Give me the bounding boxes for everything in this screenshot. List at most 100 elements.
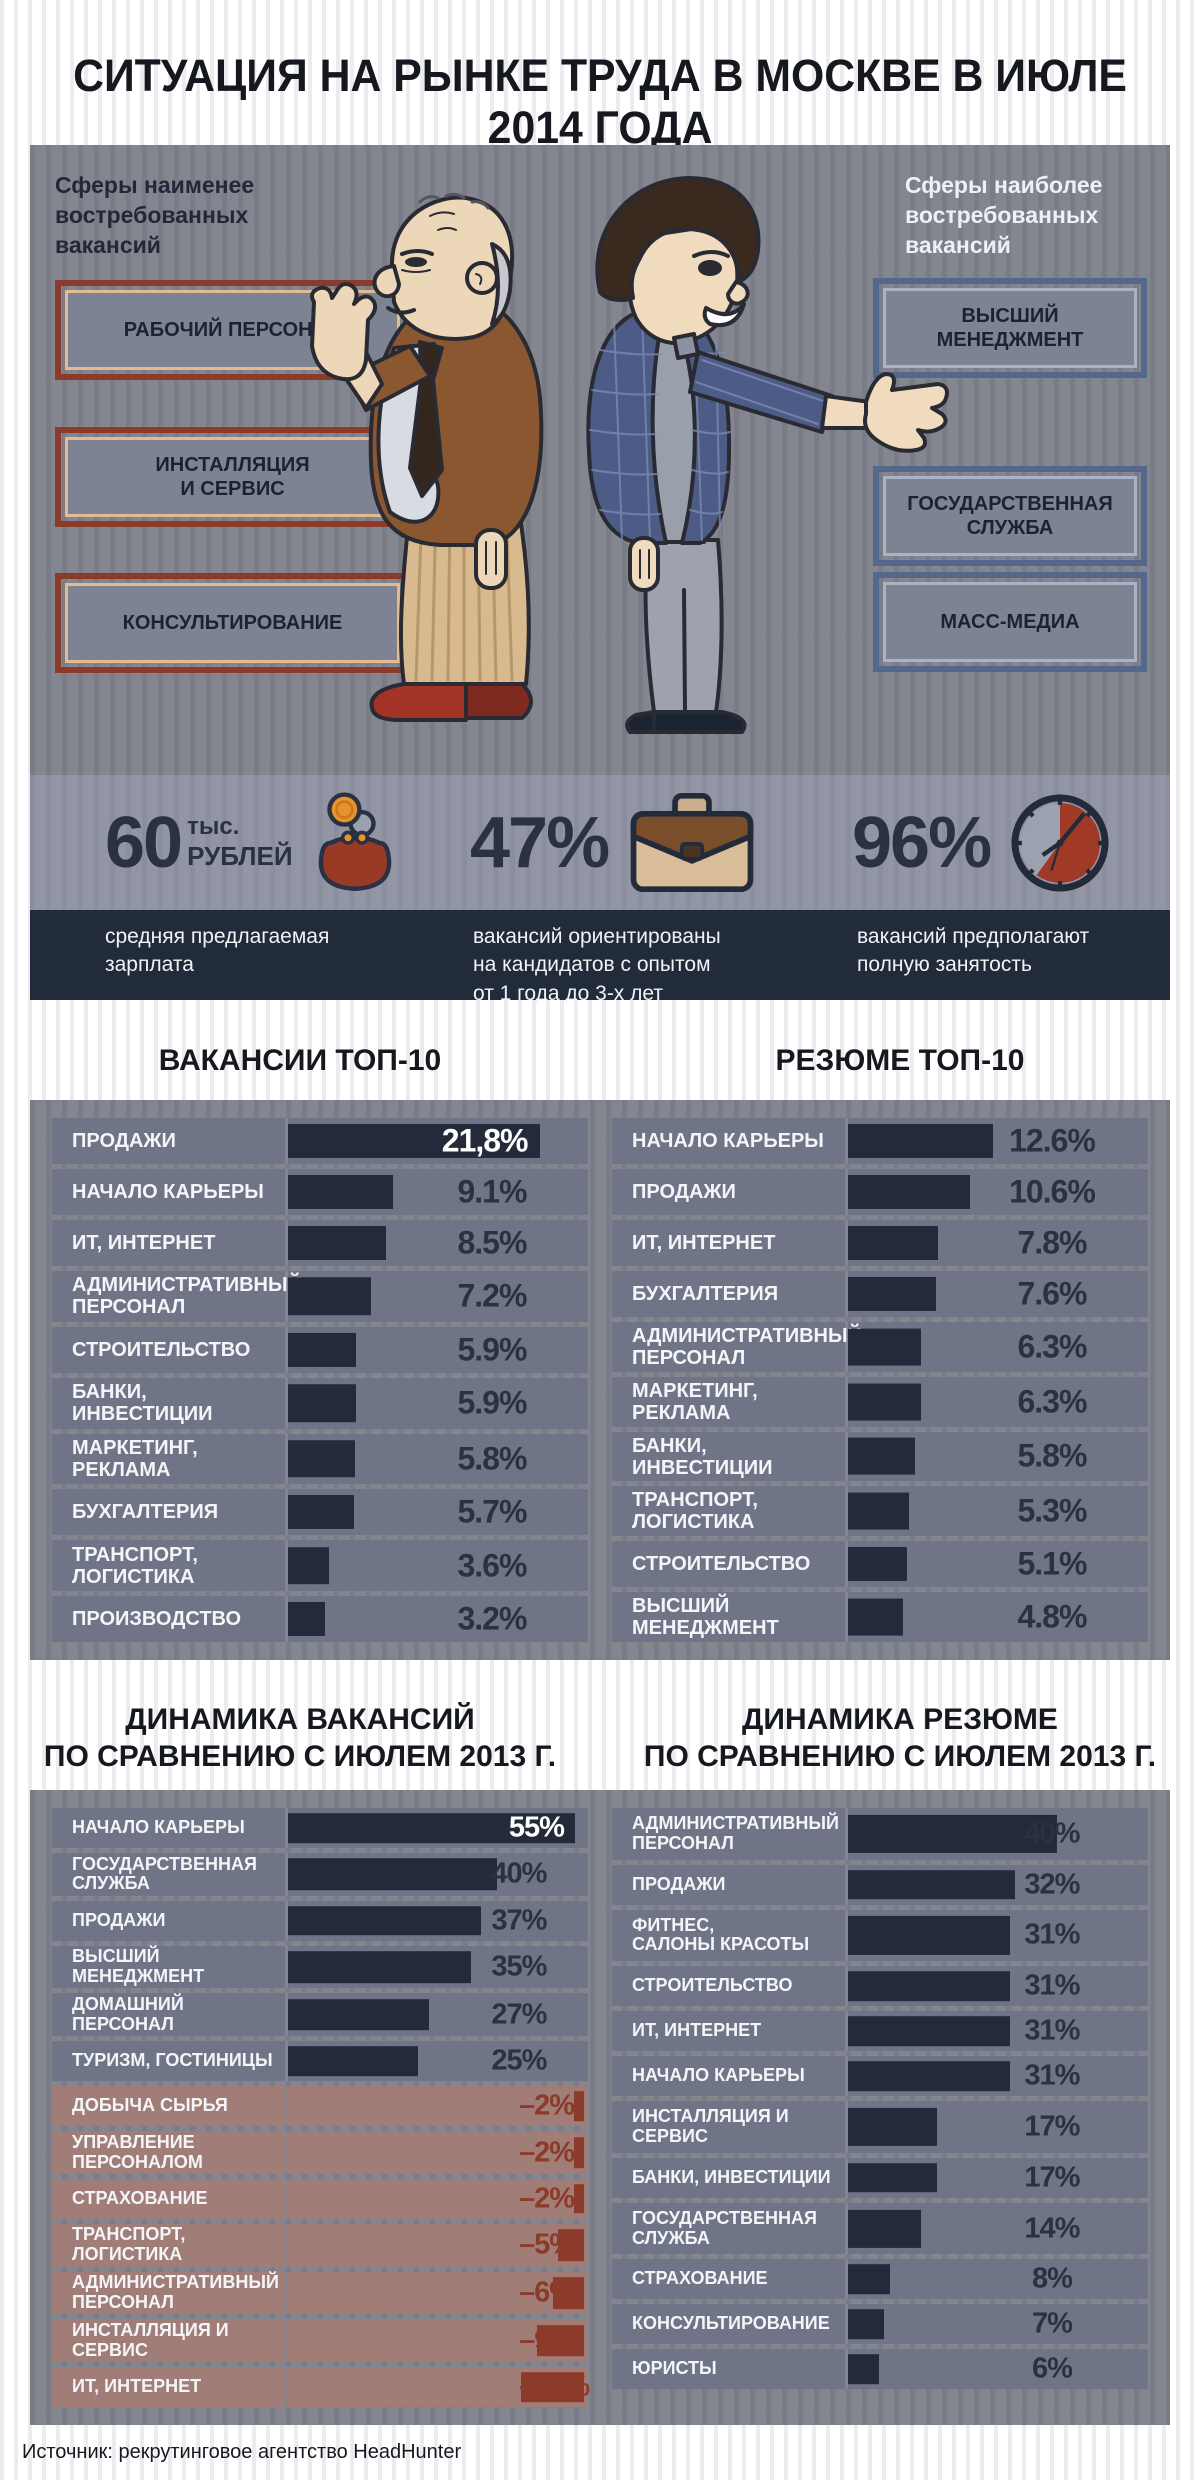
negative-bar	[573, 2136, 584, 2169]
chart-row: ФИТНЕС, САЛОНЫ КРАСОТЫ 31%	[612, 1909, 1148, 1962]
chart-row-label: ТУРИЗМ, ГОСТИНИЦЫ	[52, 2041, 288, 2082]
chart-row-value: 17%	[1024, 2110, 1080, 2143]
chart-row-track: 5.7%	[287, 1489, 588, 1535]
chart-row-label: АДМИНИСТРАТИВНЫЙ ПЕРСОНАЛ	[612, 1322, 862, 1372]
chart-row-value: 7.6%	[1017, 1275, 1087, 1312]
chart-row-label: НАЧАЛО КАРЬЕРЫ	[52, 1808, 288, 1848]
chart-row-track: 27%	[287, 1993, 588, 2036]
chart-row-label: БАНКИ, ИНВЕСТИЦИИ	[612, 2157, 848, 2198]
chart-row-value: 5.9%	[457, 1384, 527, 1421]
chart-row: ДОБЫЧА СЫРЬЯ –2%	[52, 2086, 588, 2127]
chart-row-track: 5.3%	[847, 1486, 1148, 1536]
chart-row-track: 6.3%	[847, 1322, 1148, 1372]
young-man-figure	[586, 176, 949, 734]
bar	[847, 1276, 936, 1312]
chart-row: ПРОДАЖИ 10.6%	[612, 1169, 1148, 1215]
vacancies-dynamics-chart: НАЧАЛО КАРЬЕРЫ 55% ГОСУДАРСТВЕННАЯ СЛУЖБА 4…	[52, 1808, 590, 2408]
chart-row-track: –12%	[288, 2367, 590, 2407]
bar	[847, 1438, 915, 1475]
bar	[847, 2016, 1010, 2046]
bar	[287, 1905, 481, 1936]
bar	[847, 2061, 1010, 2091]
chart-row-value: 5.7%	[457, 1493, 527, 1530]
chart-row: БАНКИ, ИНВЕСТИЦИИ 5.8%	[612, 1431, 1148, 1482]
chart-row-track: –5%	[288, 2224, 588, 2267]
bar	[847, 2162, 937, 2193]
chart-row-track: 25%	[287, 2041, 588, 2081]
chart-row-value: –2%	[518, 2136, 575, 2169]
bar	[847, 1814, 1057, 1853]
chart-row-track: 7%	[847, 2304, 1148, 2344]
chart-row-label: ТРАНСПОРТ, ЛОГИСТИКА	[612, 1486, 848, 1537]
chart-row-label: ГОСУДАРСТВЕННАЯ СЛУЖБА	[612, 2202, 848, 2255]
chart-row-track: 8%	[847, 2259, 1148, 2299]
chart-row-track: 31%	[847, 1910, 1148, 1962]
chart-row-label: ИТ, ИНТЕРНЕТ	[52, 1220, 288, 1266]
bar	[287, 1174, 393, 1210]
stat-experience: 47%	[470, 775, 758, 910]
chart-row-label: ДОБЫЧА СЫРЬЯ	[52, 2086, 288, 2127]
chart-row-label: ПРОДАЖИ	[612, 1864, 848, 1905]
chart-row: ВЫСШИЙ МЕНЕДЖМЕНТ 4.8%	[612, 1592, 1148, 1642]
chart-row-label: ИНСТАЛЛЯЦИЯ И СЕРВИС	[612, 2101, 848, 2153]
bar	[287, 1601, 325, 1637]
old-man-figure	[310, 192, 544, 722]
chart-row-track: –2%	[288, 2179, 588, 2219]
chart-row-track: 21,8%	[287, 1118, 588, 1164]
chart-row-value: 6.3%	[1017, 1383, 1087, 1420]
chart-row-value: 25%	[491, 2044, 547, 2077]
chart-row-value: –9%	[519, 2324, 575, 2357]
bar	[847, 2107, 937, 2147]
chart-row-value: 27%	[491, 1998, 547, 2031]
chart-row-track: 5.9%	[287, 1327, 588, 1373]
chart-row-label: МАРКЕТИНГ, РЕКЛАМА	[52, 1433, 288, 1485]
chart-row: БУХГАЛТЕРИЯ 7.6%	[612, 1271, 1148, 1317]
resumes-dynamics-title: ДИНАМИКА РЕЗЮМЕ ПО СРАВНЕНИЮ С ИЮЛЕМ 201…	[643, 1702, 1157, 1774]
chart-row: АДМИНИСТРАТИВНЫЙ ПЕРСОНАЛ 40%	[612, 1808, 1148, 1860]
chart-row-value: 5.1%	[1017, 1545, 1087, 1582]
source-note: Источник: рекрутинговое агентство HeadHu…	[22, 2441, 462, 2463]
chart-row-value: 4.8%	[1017, 1598, 1087, 1635]
chart-row: УПРАВЛЕНИЕ ПЕРСОНАЛОМ –2%	[52, 2131, 588, 2174]
stats-band: 60 тыс. РУБЛЕЙ 47%	[30, 775, 1170, 910]
bar	[287, 1440, 355, 1478]
chart-row-label: ИНСТАЛЛЯЦИЯ И СЕРВИС	[52, 2319, 288, 2363]
chart-row-label: АДМИНИСТРАТИВНЫЙ ПЕРСОНАЛ	[612, 1808, 848, 1860]
chart-row-label: МАРКЕТИНГ, РЕКЛАМА	[612, 1376, 848, 1427]
chart-row-value: 32%	[1024, 1868, 1080, 1901]
salary-value: 60	[105, 802, 183, 883]
chart-row-label: ИТ, ИНТЕРНЕТ	[612, 1220, 848, 1266]
resumes-dynamics-chart: АДМИНИСТРАТИВНЫЙ ПЕРСОНАЛ 40% ПРОДАЖИ 32% ФИ…	[612, 1808, 1148, 2407]
page-title: СИТУАЦИЯ НА РЫНКЕ ТРУДА В МОСКВЕ В ИЮЛЕ …	[73, 50, 1127, 153]
chart-row: СТРАХОВАНИЕ –2%	[52, 2178, 588, 2219]
chart-row-label: ПРОДАЖИ	[612, 1169, 848, 1215]
chart-row-value: 10.6%	[1009, 1173, 1096, 1210]
chart-row-value: 40%	[1024, 1817, 1080, 1850]
chart-row-track: 17%	[847, 2158, 1148, 2198]
resumes-top10-chart: НАЧАЛО КАРЬЕРЫ 12.6% ПРОДАЖИ 10.6% ИТ, ИНТЕР…	[612, 1118, 1148, 1642]
chart-row-label: СТРОИТЕЛЬСТВО	[612, 1966, 848, 2007]
dynamics-charts-panel: НАЧАЛО КАРЬЕРЫ 55% ГОСУДАРСТВЕННАЯ СЛУЖБА 4…	[30, 1790, 1170, 2425]
resumes-top10-title: РЕЗЮМЕ ТОП-10	[775, 1044, 1025, 1078]
chart-row: ИТ, ИНТЕРНЕТ 31%	[612, 2011, 1148, 2052]
chart-row-value: 3.6%	[457, 1547, 527, 1584]
chart-row: СТРАХОВАНИЕ 8%	[612, 2259, 1148, 2300]
label-box-konsultirovanie: КОНСУЛЬТИРОВАНИЕ	[55, 573, 410, 673]
negative-bar	[573, 2091, 584, 2121]
chart-row-value: –2%	[518, 2089, 575, 2122]
chart-row: ИТ, ИНТЕРНЕТ–12%	[52, 2367, 590, 2408]
chart-row: ГОСУДАРСТВЕННАЯ СЛУЖБА 40%	[52, 1853, 588, 1896]
purse-icon	[318, 791, 391, 891]
chart-row-value: 7.8%	[1017, 1224, 1087, 1261]
chart-row-track: 7.6%	[847, 1271, 1148, 1317]
bar	[847, 1174, 971, 1210]
bar	[847, 1328, 921, 1366]
chart-row-label: ИТ, ИНТЕРНЕТ	[612, 2011, 848, 2052]
chart-row-value: 5.8%	[1017, 1437, 1087, 1474]
stat-salary: 60 тыс. РУБЛЕЙ	[105, 775, 399, 910]
chart-row-label: ГОСУДАРСТВЕННАЯ СЛУЖБА	[52, 1853, 288, 1896]
bar	[847, 1492, 910, 1530]
chart-row: ТРАНСПОРТ, ЛОГИСТИКА –5%	[52, 2223, 588, 2267]
chart-row-label: ПРОИЗВОДСТВО	[52, 1596, 288, 1642]
chart-row-label: БУХГАЛТЕРИЯ	[612, 1271, 848, 1317]
